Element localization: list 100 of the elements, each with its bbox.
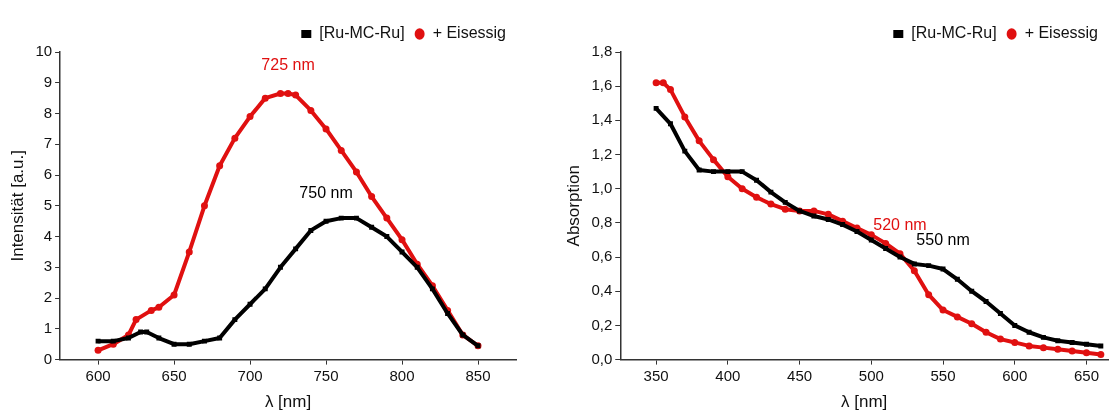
- y-tick-label: 0,4: [591, 281, 613, 299]
- annotation: 750 nm: [299, 183, 353, 201]
- point: [276, 90, 284, 98]
- legend-label: + Eisessig: [432, 24, 507, 42]
- point: [925, 291, 933, 299]
- point: [384, 234, 390, 240]
- point: [398, 236, 406, 244]
- point: [1084, 341, 1089, 347]
- point: [414, 264, 420, 270]
- x-tick-label: 500: [858, 366, 884, 384]
- y-tick-label: 0,6: [591, 247, 613, 265]
- point: [95, 338, 101, 344]
- point: [322, 125, 330, 133]
- point: [711, 169, 716, 175]
- y-tick-label: 1,6: [591, 76, 613, 94]
- point: [781, 205, 789, 213]
- point: [1025, 342, 1033, 350]
- point: [155, 303, 163, 311]
- point: [696, 167, 702, 173]
- x-tick-label: 450: [787, 366, 813, 384]
- point: [983, 299, 989, 304]
- point: [753, 193, 761, 201]
- point: [337, 146, 345, 154]
- point: [185, 248, 193, 256]
- point: [997, 310, 1003, 316]
- y-tick-label: 8: [43, 103, 53, 121]
- point: [1082, 349, 1090, 357]
- x-tick-label: 650: [161, 366, 187, 384]
- point: [247, 301, 253, 307]
- point: [308, 227, 314, 233]
- point: [840, 222, 846, 228]
- point: [767, 200, 775, 208]
- y-tick-label: 0: [43, 349, 53, 367]
- legend-label: [Ru-MC-Ru]: [319, 24, 405, 42]
- point: [652, 79, 660, 87]
- point: [811, 213, 817, 219]
- point: [352, 168, 360, 176]
- legend-label: [Ru-MC-Ru]: [911, 24, 997, 42]
- point: [940, 266, 946, 272]
- point: [246, 113, 254, 121]
- point: [1026, 329, 1032, 335]
- point: [825, 217, 831, 222]
- point: [939, 306, 947, 314]
- x-tick-label: 750: [313, 366, 339, 384]
- point: [126, 335, 131, 341]
- annotation: 725 nm: [261, 55, 315, 73]
- point: [307, 106, 315, 114]
- point: [953, 313, 961, 321]
- point: [1054, 345, 1062, 353]
- point: [284, 90, 292, 98]
- point: [170, 291, 178, 299]
- y-tick-label: 1: [43, 318, 53, 336]
- x-tick-label: 600: [1002, 366, 1028, 384]
- point: [94, 346, 102, 354]
- x-tick-label: 800: [389, 366, 415, 384]
- y-tick-label: 2: [43, 288, 53, 306]
- point: [969, 288, 975, 294]
- y-tick-label: 0,2: [591, 315, 613, 333]
- point: [138, 329, 144, 335]
- y-axis-title: Absorption: [563, 165, 583, 247]
- x-axis-title: λ [nm]: [264, 392, 312, 412]
- x-tick-label: 650: [1073, 366, 1099, 384]
- point: [710, 156, 717, 164]
- point: [739, 169, 745, 175]
- point: [911, 261, 917, 267]
- y-tick-label: 10: [35, 42, 53, 60]
- point: [824, 210, 832, 218]
- annotation: 520 nm: [873, 216, 927, 234]
- point: [1098, 343, 1104, 349]
- point: [782, 199, 788, 205]
- point: [261, 94, 269, 102]
- point: [883, 246, 889, 251]
- point: [724, 173, 732, 181]
- x-axis-title: λ [nm]: [840, 392, 888, 412]
- x-tick-label: 350: [643, 366, 669, 384]
- point: [368, 193, 376, 201]
- point: [201, 338, 207, 344]
- y-tick-label: 5: [43, 195, 53, 213]
- point: [323, 218, 329, 224]
- point: [1055, 338, 1061, 344]
- y-tick-label: 7: [43, 134, 53, 152]
- y-tick-label: 1,8: [591, 42, 613, 60]
- point: [383, 214, 391, 222]
- point: [231, 134, 239, 142]
- point: [292, 91, 300, 99]
- point: [1011, 339, 1019, 347]
- point: [445, 310, 451, 316]
- point: [695, 137, 703, 145]
- point: [681, 113, 689, 121]
- point: [682, 148, 688, 154]
- point: [926, 263, 932, 269]
- point: [232, 317, 238, 323]
- point: [1012, 322, 1018, 328]
- point: [910, 267, 918, 275]
- point: [353, 215, 359, 221]
- y-tick-label: 6: [43, 165, 53, 183]
- point: [132, 316, 140, 324]
- point: [968, 320, 976, 328]
- point: [1040, 334, 1046, 340]
- point: [200, 202, 208, 210]
